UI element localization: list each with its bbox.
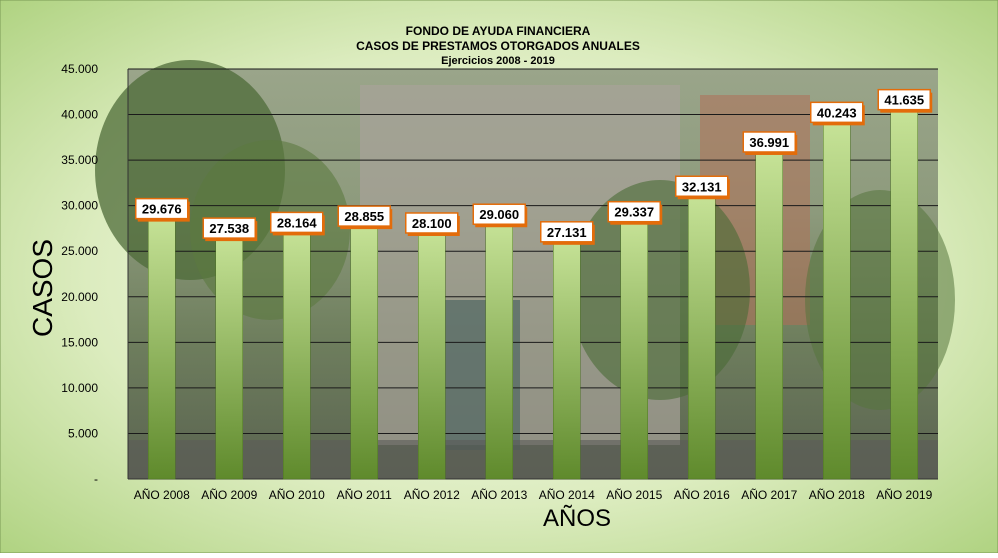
data-label: 28.100 (412, 216, 452, 231)
bar (485, 213, 513, 480)
y-tick-label: 10.000 (61, 381, 98, 395)
value-label-box (607, 200, 661, 223)
bar (620, 211, 648, 480)
x-tick-label: AÑO 2016 (674, 488, 730, 502)
x-tick-label: AÑO 2018 (809, 488, 865, 502)
x-axis-ticks: AÑO 2008 AÑO 2009 AÑO 2010 AÑO 2011 AÑO 2012… (134, 488, 933, 502)
data-label: 40.243 (817, 105, 857, 120)
value-label-box (135, 197, 189, 220)
x-tick-label: AÑO 2015 (606, 488, 662, 502)
y-tick-label: - (94, 472, 98, 486)
data-label: 27.538 (209, 221, 249, 236)
x-tick-label: AÑO 2017 (741, 488, 797, 502)
bar (890, 99, 918, 480)
y-tick-label: 25.000 (61, 244, 98, 258)
value-label-box (810, 101, 864, 124)
x-tick-label: AÑO 2008 (134, 488, 190, 502)
data-label: 27.131 (547, 225, 587, 240)
chart-subtitle: CASOS DE PRESTAMOS OTORGADOS ANUALES (356, 39, 640, 53)
x-tick-label: AÑO 2009 (201, 488, 257, 502)
y-tick-label: 20.000 (61, 290, 98, 304)
grid (127, 68, 938, 480)
x-tick-label: AÑO 2011 (337, 488, 392, 502)
value-label-box (202, 217, 256, 239)
data-label: 28.855 (344, 209, 384, 224)
bar (148, 208, 176, 480)
x-tick-label: AÑO 2012 (404, 488, 460, 502)
x-tick-label: AÑO 2019 (876, 488, 932, 502)
x-axis-label: AÑOS (543, 505, 611, 532)
bar (418, 222, 446, 480)
data-label: 29.337 (614, 205, 654, 220)
value-label-box (675, 175, 729, 198)
value-labels: 29.676 27.538 28.164 28.855 28.100 29.060 27.1… (135, 88, 933, 245)
bar (755, 141, 783, 480)
y-tick-label: 35.000 (61, 153, 98, 167)
value-label-box (877, 88, 931, 111)
bar (823, 112, 851, 480)
chart-subtitle-2: Ejercicios 2008 - 2019 (441, 55, 555, 67)
bar (350, 215, 378, 480)
bar (688, 186, 716, 480)
value-label-box (472, 203, 526, 225)
y-tick-label: 15.000 (61, 335, 98, 349)
data-label: 32.131 (682, 179, 722, 194)
value-label-box (337, 205, 391, 227)
bar (283, 222, 311, 480)
data-label: 29.060 (479, 207, 519, 222)
y-axis-ticks: - 5.000 10.000 15.000 20.000 25.000 30.000 35.0… (61, 62, 98, 486)
value-label-box (405, 212, 459, 234)
value-label-box (742, 131, 796, 153)
chart-title: FONDO DE AYUDA FINANCIERA (406, 24, 591, 38)
y-tick-label: 45.000 (61, 62, 98, 76)
data-label: 36.991 (749, 135, 789, 150)
x-tick-label: AÑO 2010 (269, 488, 325, 502)
x-tick-label: AÑO 2014 (539, 488, 595, 502)
data-label: 28.164 (277, 215, 318, 230)
value-label-box (540, 221, 594, 243)
bar (553, 231, 581, 480)
value-label-box (270, 211, 324, 234)
y-tick-label: 5.000 (68, 426, 98, 440)
data-label: 29.676 (142, 202, 182, 217)
y-tick-label: 40.000 (61, 108, 98, 122)
data-label: 41.635 (884, 93, 924, 108)
y-tick-label: 30.000 (61, 199, 98, 213)
bar (215, 227, 243, 480)
y-axis-label: CASOS (27, 239, 58, 337)
x-tick-label: AÑO 2013 (471, 488, 527, 502)
bars (148, 99, 918, 480)
